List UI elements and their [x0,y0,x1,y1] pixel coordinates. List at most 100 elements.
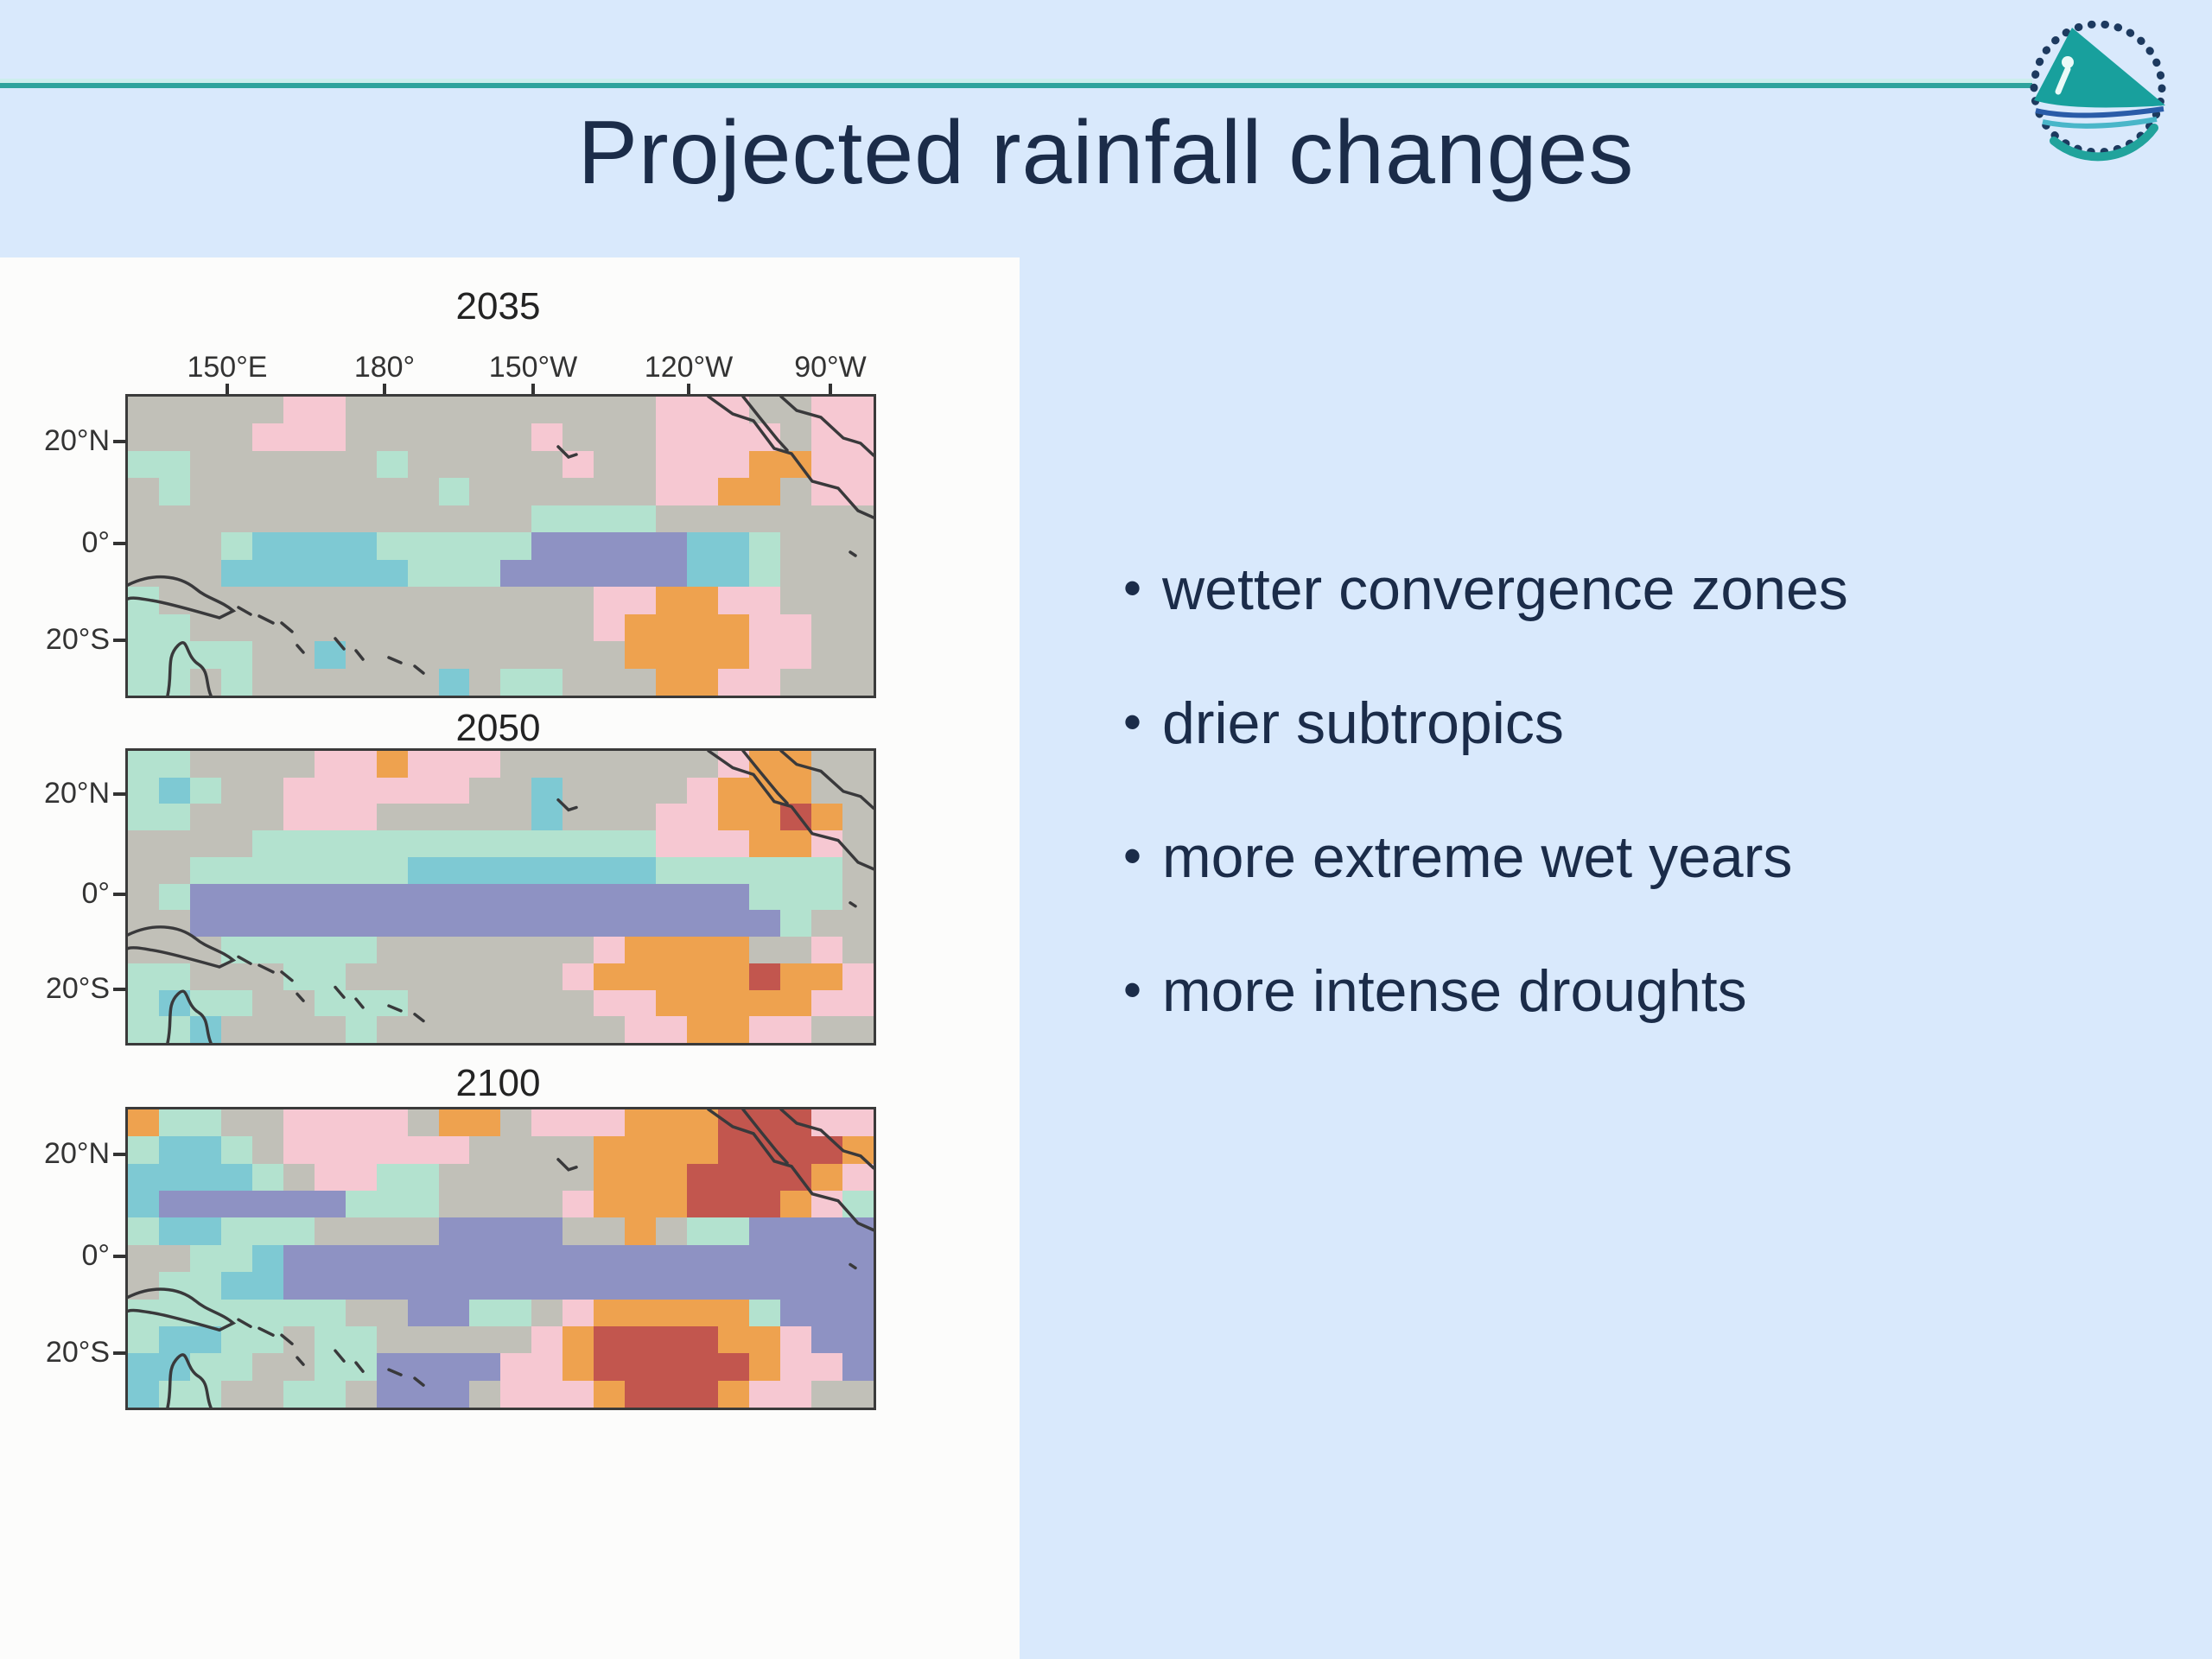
grid-cell [128,668,159,696]
grid-cell [594,1016,626,1044]
grid-cell [500,937,532,963]
grid-cell [500,963,532,990]
grid-cell [376,1016,408,1044]
grid-cell [500,559,532,588]
grid-cell [687,1217,719,1245]
grid-cell [283,532,315,560]
map-2050 [125,748,876,1046]
grid-cell [531,856,563,884]
grid-cell [718,963,750,990]
grid-cell [438,883,470,911]
grid-cell [531,505,563,533]
grid-cell [314,532,346,560]
grid-cell [563,1272,594,1300]
grid-cell [128,963,159,990]
grid-cell [842,1163,874,1192]
grid-cell [345,668,377,696]
grid-cell [625,450,657,479]
grid-cell [438,1325,470,1354]
grid-cell [283,751,315,778]
bullet-dot: • [1123,961,1142,1019]
grid-cell [314,937,346,963]
grid-cell [469,856,501,884]
grid-cell [810,1244,842,1273]
grid-cell [407,450,439,479]
grid-cell [810,1109,842,1137]
grid-cell [749,1163,781,1192]
grid-cell [531,559,563,588]
grid-cell [810,963,842,990]
grid-cell [469,1217,501,1245]
grid-cell [251,559,283,588]
grid-cell [594,937,626,963]
grid-cell [407,937,439,963]
grid-cell [469,910,501,938]
grid-cell [749,989,781,1017]
bullet-dot: • [1123,559,1142,617]
y-axis-label: 20°S [45,623,110,656]
grid-cell [810,910,842,938]
grid-cell [687,1016,719,1044]
grid-cell [158,505,190,533]
grid-cell [438,830,470,857]
grid-cell [594,423,626,451]
grid-cell [842,1299,874,1326]
grid-cell [158,1136,190,1164]
grid-cell [531,989,563,1017]
grid-cell [500,478,532,505]
grid-cell [656,1109,688,1137]
grid-cell [749,1217,781,1245]
grid-cell [594,1191,626,1218]
grid-cell [749,1299,781,1326]
grid-cell [220,532,252,560]
grid-cell [128,505,159,533]
grid-cell [810,751,842,778]
grid-cell [407,989,439,1017]
y-axis-tick [113,988,126,991]
grid-cell [345,804,377,831]
grid-cell [563,830,594,857]
grid-cell [594,1217,626,1245]
grid-cell [158,478,190,505]
grid-cell [687,777,719,804]
grid-cell [128,830,159,857]
grid-cell [687,505,719,533]
grid-cell [314,1109,346,1137]
grid-cell [128,1163,159,1192]
grid-cell [500,423,532,451]
grid-cell [189,963,221,990]
grid-cell [656,450,688,479]
grid-cell [718,559,750,588]
grid-cell [531,1353,563,1381]
bullet-text: drier subtropics [1162,690,1564,756]
grid-cell [128,478,159,505]
grid-cell [128,1191,159,1218]
grid-cell [780,478,811,505]
grid-cell [438,397,470,424]
grid-cell [189,910,221,938]
grid-cell [749,478,781,505]
grid-cell [189,1191,221,1218]
grid-cell [251,397,283,424]
bullet-text: more intense droughts [1162,958,1747,1024]
grid-cell [251,937,283,963]
grid-cell [749,830,781,857]
grid-cell [656,1136,688,1164]
grid-cell [718,1299,750,1326]
grid-cell [531,668,563,696]
grid-cell [500,1016,532,1044]
grid-cell [625,1380,657,1408]
grid-cell [625,804,657,831]
grid-cell [376,1272,408,1300]
grid-cell [407,1109,439,1137]
grid-cell [625,777,657,804]
grid-cell [625,1217,657,1245]
grid-cell [749,532,781,560]
grid-cell [563,613,594,642]
grid-cell [563,641,594,669]
grid-cell [563,937,594,963]
grid-cell [780,532,811,560]
grid-cell [687,559,719,588]
grid-cell [563,1191,594,1218]
grid-cell [842,397,874,424]
